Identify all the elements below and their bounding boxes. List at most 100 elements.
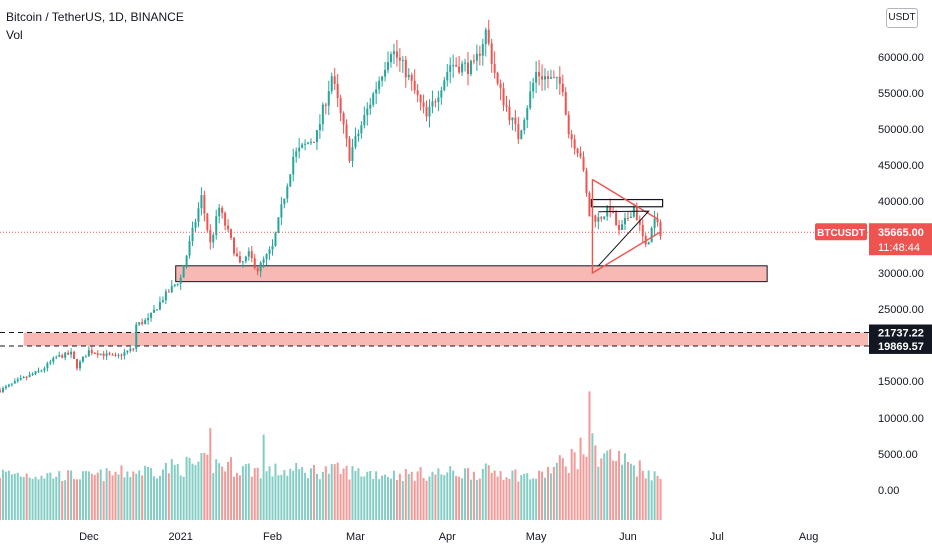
candle — [283, 198, 286, 205]
volume-bar — [629, 463, 632, 520]
candle — [455, 65, 458, 67]
candle — [90, 350, 93, 353]
candle — [286, 186, 289, 199]
candle — [484, 29, 487, 45]
candle — [232, 237, 235, 254]
candle — [585, 170, 588, 193]
candle — [64, 352, 67, 358]
candle — [458, 66, 461, 73]
candle — [46, 363, 49, 369]
volume-bar — [419, 467, 422, 520]
volume-bar — [440, 474, 443, 520]
volume-bar — [342, 468, 345, 520]
volume-bar — [508, 478, 511, 520]
volume-bar — [404, 469, 407, 520]
candle — [333, 76, 336, 84]
candle — [558, 76, 561, 84]
candle — [158, 301, 161, 310]
candle — [96, 353, 99, 356]
currency-button[interactable]: USDT — [886, 8, 918, 28]
volume-bar — [61, 480, 64, 520]
volume-bar — [621, 464, 624, 520]
volume-bar — [126, 471, 129, 520]
volume-bar — [182, 476, 185, 520]
candle — [144, 320, 147, 325]
volume-bar — [197, 461, 200, 520]
level-price-tag[interactable] — [869, 324, 932, 341]
volume-bar — [564, 466, 567, 520]
volume-bar — [43, 478, 46, 520]
price-axis[interactable]: 15000.0020000.0025000.0030000.0035000.00… — [878, 52, 924, 497]
symbol-tag[interactable] — [815, 223, 867, 241]
volume-bar — [416, 471, 419, 520]
symbol-title[interactable]: Bitcoin / TetherUS, 1D, BINANCE — [6, 10, 184, 24]
volume-bar — [194, 465, 197, 520]
volume-bar — [535, 478, 538, 520]
price-tick-label: 50000.00 — [878, 124, 924, 136]
volume-bar — [538, 470, 541, 520]
volume-bar — [256, 467, 259, 520]
volume-bar — [324, 466, 327, 520]
time-tick-label: Aug — [799, 531, 819, 543]
candle — [235, 253, 238, 257]
candle — [588, 192, 591, 217]
candle — [425, 106, 428, 117]
time-tick-label: Apr — [439, 531, 456, 543]
candle — [170, 285, 173, 293]
candle — [523, 120, 526, 131]
time-tick-label: 2021 — [168, 531, 192, 543]
candle — [58, 355, 61, 357]
candle — [179, 277, 182, 284]
volume-bar — [653, 471, 656, 520]
volume-bar — [289, 468, 292, 520]
volume-bar — [315, 473, 318, 520]
candle — [389, 54, 392, 63]
volume-bar — [464, 468, 467, 520]
candle — [561, 83, 564, 93]
volume-bar — [452, 470, 455, 520]
candle — [600, 217, 603, 219]
candle — [227, 225, 230, 230]
candle — [105, 353, 108, 357]
candle — [375, 89, 378, 94]
candle — [132, 348, 135, 350]
candle — [564, 92, 567, 115]
candle — [475, 53, 478, 61]
volume-bar — [532, 478, 535, 520]
candle — [549, 77, 552, 79]
candle — [496, 72, 499, 84]
candle — [437, 97, 440, 103]
candle — [381, 76, 384, 81]
candle — [215, 216, 218, 235]
volume-bar — [176, 463, 179, 520]
volume-bar — [384, 474, 387, 520]
candle — [22, 376, 25, 378]
volume-bar — [478, 478, 481, 520]
candle — [490, 43, 493, 64]
candle — [87, 350, 90, 357]
candle — [472, 60, 475, 62]
price-tick-label: 55000.00 — [878, 88, 924, 100]
axis-labels-layer: BTCUSDT 35665.00 11:48:44 21737.22 19869.57 — [815, 223, 932, 354]
candle — [280, 204, 283, 218]
time-tick-label: Jun — [619, 531, 637, 543]
time-axis[interactable]: Dec 2021 Feb Mar Apr May Jun Jul Aug — [79, 531, 818, 543]
candle — [218, 207, 221, 217]
volume-bar — [632, 465, 635, 520]
candle — [111, 354, 114, 356]
candle — [535, 72, 538, 83]
bar-countdown: 11:48:44 — [878, 242, 920, 254]
volume-bar — [597, 466, 600, 520]
candle — [298, 147, 301, 152]
candle — [37, 370, 40, 372]
volume-indicator-label[interactable]: Vol — [6, 28, 23, 42]
current-price-tag[interactable] — [869, 223, 932, 256]
volume-bar — [552, 466, 555, 520]
volume-bar — [422, 478, 425, 520]
candle — [404, 59, 407, 78]
level-price-tag[interactable] — [869, 337, 932, 354]
candle — [182, 267, 185, 278]
candle — [76, 358, 79, 369]
candle — [407, 74, 410, 78]
